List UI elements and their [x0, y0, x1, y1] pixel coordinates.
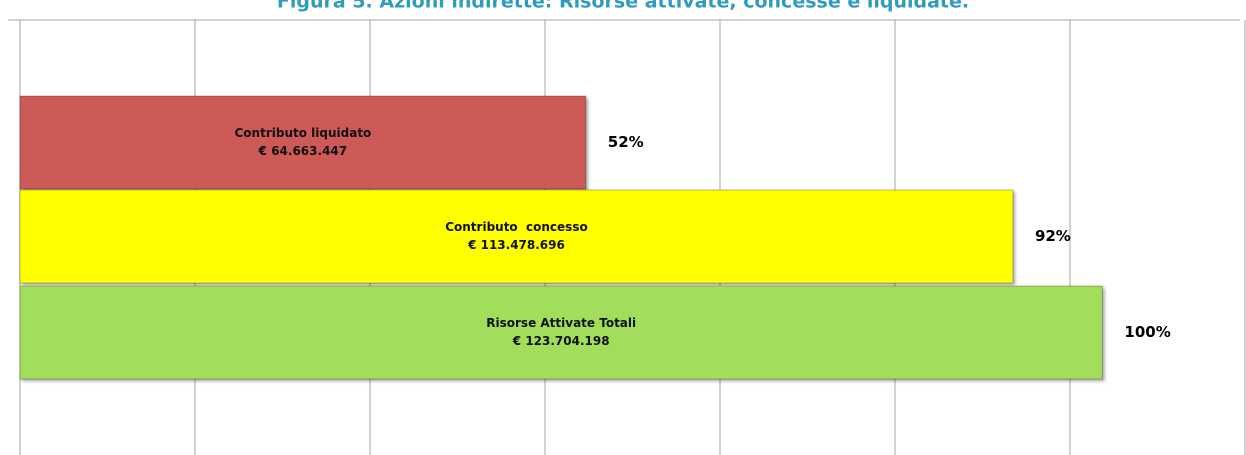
share-label: 100%: [1124, 323, 1170, 341]
category-label: Contributo liquidato: [235, 126, 372, 140]
bar: [19, 189, 1014, 284]
category-label: Risorse Attivate Totali: [486, 316, 636, 330]
share-label: 92%: [1035, 227, 1071, 245]
value-label: € 123.704.198: [512, 334, 610, 348]
category-label: Contributo concesso: [445, 220, 588, 234]
value-label: € 113.478.696: [467, 238, 565, 252]
bar: [19, 285, 1103, 380]
bar: [19, 95, 587, 190]
share-label: 52%: [608, 133, 644, 151]
chart-title: Figura 5. Azioni indirette: Risorse atti…: [277, 0, 969, 13]
value-label: € 64.663.447: [258, 144, 347, 158]
